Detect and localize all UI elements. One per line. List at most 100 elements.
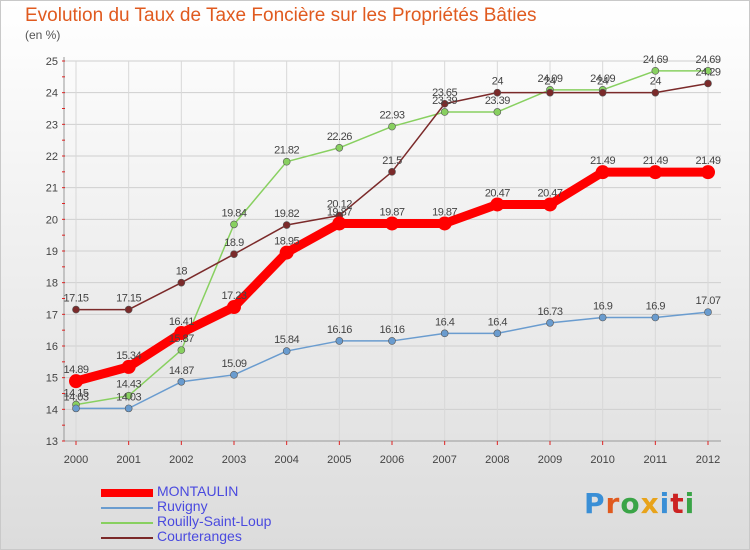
legend: MONTAULIN Ruvigny Rouilly-Saint-Loup Courte… xyxy=(101,483,351,545)
data-point xyxy=(543,197,557,212)
chart-title: Evolution du Taux de Taxe Foncière sur l… xyxy=(25,5,537,26)
x-tick-label: 2008 xyxy=(485,454,509,466)
legend-item: Courteranges xyxy=(101,528,351,545)
data-label: 16.4 xyxy=(488,316,508,328)
x-tick-label: 2006 xyxy=(380,454,404,466)
x-tick-label: 2000 xyxy=(64,454,88,466)
data-point xyxy=(651,67,660,75)
x-tick-label: 2001 xyxy=(116,454,140,466)
data-point xyxy=(388,122,396,131)
data-point xyxy=(121,359,136,374)
data-point xyxy=(598,313,607,322)
data-label: 24 xyxy=(544,76,556,88)
data-point xyxy=(227,300,241,315)
data-point xyxy=(124,404,133,413)
data-point xyxy=(72,404,80,413)
data-label: 14.43 xyxy=(116,379,141,391)
data-point xyxy=(177,377,186,386)
data-point xyxy=(651,313,660,322)
data-label: 24 xyxy=(650,76,662,88)
data-point xyxy=(546,319,554,327)
data-point xyxy=(282,347,291,355)
data-point xyxy=(174,326,189,341)
data-label: 17.23 xyxy=(221,290,246,302)
data-label: 16.4 xyxy=(435,316,455,328)
data-label: 20.12 xyxy=(327,199,352,211)
data-label: 17.15 xyxy=(116,293,141,305)
x-tick-label: 2010 xyxy=(590,454,614,466)
data-point xyxy=(388,337,396,345)
y-tick-label: 21 xyxy=(46,183,58,195)
data-label: 21.49 xyxy=(695,155,720,167)
data-point xyxy=(335,143,344,152)
data-label: 19.87 xyxy=(327,206,352,218)
data-label: 18.95 xyxy=(274,236,299,248)
data-label: 21.49 xyxy=(643,155,668,167)
data-label: 24.29 xyxy=(695,66,720,78)
data-point xyxy=(282,221,291,229)
data-label: 15.09 xyxy=(221,358,246,370)
data-label: 16.9 xyxy=(593,301,613,313)
logo-letter: i xyxy=(684,487,696,520)
data-point xyxy=(230,250,238,258)
legend-swatch xyxy=(101,507,153,509)
data-point xyxy=(279,245,294,260)
data-label: 14.03 xyxy=(63,391,88,403)
y-tick-label: 20 xyxy=(46,214,58,226)
y-tick-label: 19 xyxy=(46,246,58,258)
data-label: 16.16 xyxy=(379,324,404,336)
data-point xyxy=(704,308,712,316)
data-point xyxy=(124,391,133,400)
data-point xyxy=(177,346,186,354)
data-point xyxy=(704,67,712,75)
data-point xyxy=(332,216,347,231)
data-point xyxy=(69,374,83,389)
logo-letter: t xyxy=(670,487,685,520)
data-label: 21.5 xyxy=(382,155,402,167)
y-tick-label: 15 xyxy=(46,373,58,385)
x-tick-label: 2007 xyxy=(432,454,456,466)
y-axis-unit: (en %) xyxy=(25,28,61,42)
y-tick-label: 14 xyxy=(46,404,58,416)
data-point xyxy=(490,197,505,212)
data-label: 14.89 xyxy=(63,364,88,376)
data-label: 14.03 xyxy=(116,391,141,403)
data-label: 15.87 xyxy=(169,333,194,345)
y-tick-label: 23 xyxy=(46,119,58,131)
data-label: 22.26 xyxy=(327,131,352,143)
legend-label: Courteranges xyxy=(157,528,242,544)
data-point xyxy=(493,88,502,97)
data-point xyxy=(124,305,133,314)
data-label: 16.41 xyxy=(169,316,194,328)
data-point xyxy=(595,165,610,180)
data-label: 16.16 xyxy=(327,324,352,336)
y-tick-label: 17 xyxy=(46,309,58,321)
x-tick-label: 2009 xyxy=(538,454,562,466)
proxiti-logo: Proxiti xyxy=(584,487,695,520)
data-label: 20.47 xyxy=(485,187,510,199)
plot-area: 13 14 15 16 17 18 19 20 21 22 23 24 25 2000 2001 2002 20… xyxy=(46,54,722,466)
data-label: 23.65 xyxy=(432,87,457,99)
y-tick-label: 16 xyxy=(46,341,58,353)
x-tick-label: 2011 xyxy=(644,454,668,466)
data-label: 19.87 xyxy=(432,206,457,218)
data-point xyxy=(177,278,186,287)
data-label: 14.87 xyxy=(169,365,194,377)
legend-item: Ruvigny xyxy=(101,498,351,515)
data-label: 21.49 xyxy=(590,155,615,167)
y-tick-label: 24 xyxy=(46,88,58,100)
data-label: 24.69 xyxy=(695,54,720,66)
data-point xyxy=(230,220,238,229)
data-point xyxy=(282,157,291,166)
data-point xyxy=(437,216,452,231)
data-label: 23.39 xyxy=(432,95,457,107)
logo-letter: x xyxy=(640,487,660,520)
data-point xyxy=(335,337,344,345)
x-tick-label: 2003 xyxy=(222,454,246,466)
legend-label: Rouilly-Saint-Loup xyxy=(157,513,272,529)
data-label: 22.93 xyxy=(379,110,404,122)
data-label: 15.84 xyxy=(274,334,299,346)
data-point xyxy=(440,108,449,116)
data-point xyxy=(72,305,80,314)
